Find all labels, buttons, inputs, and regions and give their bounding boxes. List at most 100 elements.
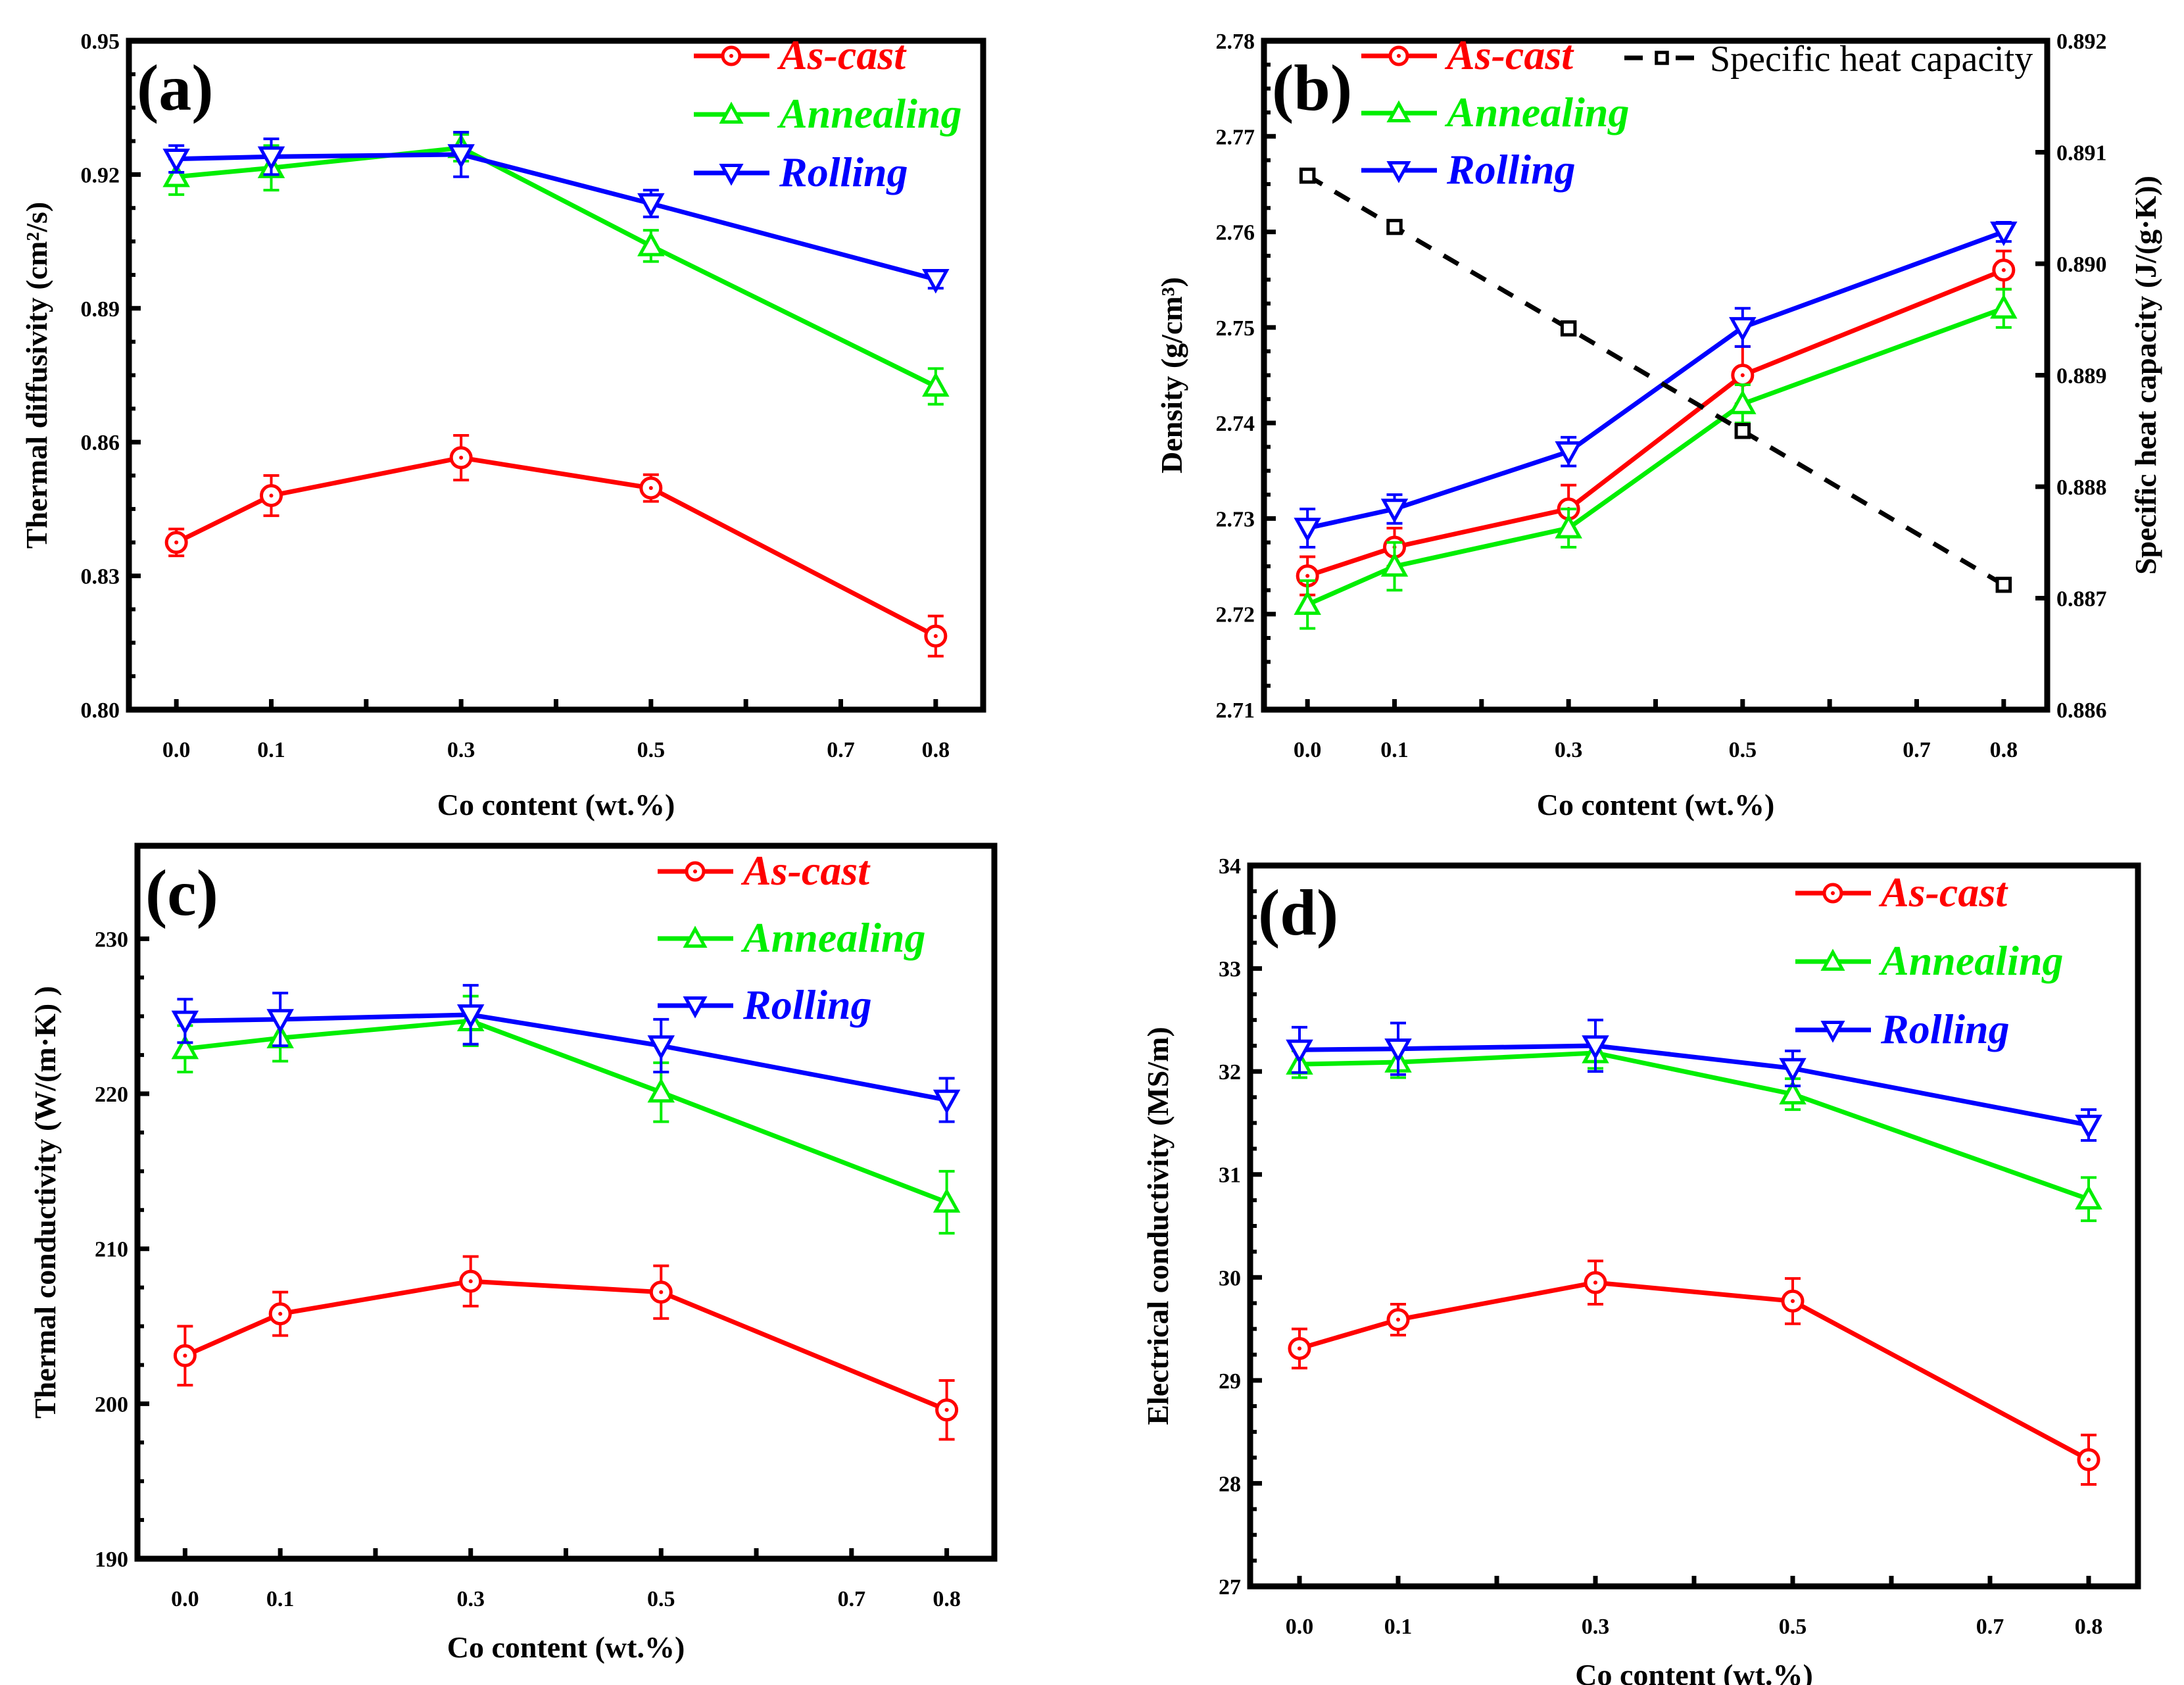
y-tick-label: 2.75 [1216,316,1255,341]
y-tick-label: 2.72 [1216,603,1255,627]
data-point [922,372,950,397]
data-point-dot [278,1311,283,1316]
data-point [1555,441,1582,466]
data-point-dot [944,1407,949,1412]
x-tick-label: 0.8 [922,738,950,762]
data-point-dot [468,1279,473,1284]
data-point [1294,518,1321,543]
y-tick-label: 30 [1219,1266,1241,1290]
legend-entry: As-cast [1795,869,2008,916]
data-point [1995,576,2012,593]
series-line [183,1279,948,1413]
x-axis-title: Co content (wt.%) [1575,1658,1813,1685]
y-tick-label: 220 [95,1083,128,1107]
data-point [1734,423,1751,439]
legend-label: As-cast [777,32,907,78]
series-line [1299,1280,2090,1462]
data-point-dot [1298,1346,1301,1351]
y-axis-title: Thermal diffusivity (cm²/s) [20,202,53,549]
data-point [1386,218,1403,235]
y2-tick-label: 0.887 [2056,587,2107,612]
data-point [1286,1039,1313,1064]
legend-label: As-cast [740,847,871,894]
chart-panel-b: 0.0 0.1 0.3 0.5 0.7 0.8 2.71 2.72 2.73 2.74 2.75 2.… [1155,30,2162,821]
legend-marker-dot [729,54,733,58]
y-axis-title: Thermal conductivity (W/(m·K) ) [28,986,62,1419]
y-tick-label: 34 [1219,854,1241,879]
legend-label: Rolling [1446,146,1576,193]
y2-tick-label: 0.886 [2056,698,2107,723]
legend-marker [1820,1021,1845,1043]
data-point [1299,167,1316,184]
legend-marker [1386,100,1411,122]
data-point-dot [459,455,464,460]
x-tick-label: 0.7 [838,1587,866,1611]
legend-entry: Annealing [1795,937,2063,984]
data-point [1582,1035,1609,1060]
y-tick-label: 0.86 [81,431,120,455]
data-point [647,1035,675,1060]
x-axis-title: Co content (wt.%) [447,1630,685,1664]
data-point [2075,1114,2102,1140]
x-tick-label: 0.5 [647,1587,675,1611]
x-tick-label: 0.7 [1976,1615,2004,1639]
series-line [1306,306,2005,607]
series-as-cast [1288,1259,2100,1486]
data-point-dot [1305,574,1310,578]
y-tick-label: 27 [1219,1575,1241,1600]
y-tick-label: 200 [95,1392,128,1417]
y-tick-label: 2.77 [1216,125,1255,149]
legend-entry: As-cast [1361,32,1574,78]
data-point [171,1010,199,1035]
panel-label: (a) [137,51,214,124]
y-tick-label: 0.80 [81,698,120,723]
x-tick-label: 0.3 [1555,738,1583,762]
panel-label: (c) [145,856,218,929]
legend-marker-dot [693,869,697,873]
y2-axis-title: Specific heat capacity (J/(g·K)) [2129,176,2162,575]
legend-entry: As-cast [658,847,871,894]
legend-entry: Annealing [1361,89,1629,135]
x-tick-label: 0.1 [1384,1615,1413,1639]
legend-label: Rolling [1880,1006,2010,1052]
series-as-cast [164,434,948,658]
plot-frame [1261,37,2051,713]
x-tick-label: 0.3 [447,738,475,762]
y-tick-label: 2.76 [1216,221,1255,245]
y-tick-label: 31 [1219,1163,1241,1188]
legend-entry: Rolling [1361,146,1576,193]
series-line [1306,174,2005,587]
data-point [1384,1038,1412,1063]
series-as-cast [1296,249,2016,597]
data-point [257,146,285,171]
chart-panel-a: 0.0 0.1 0.3 0.5 0.7 0.8 0.80 0.83 0.86 0.89 0.92 0.… [20,30,986,821]
data-point-dot [1740,373,1745,378]
y-tick-label: 190 [95,1548,128,1572]
x-tick-label: 0.5 [1779,1615,1807,1639]
series-line [1307,230,2005,531]
series-line [1307,268,2005,578]
x-tick-label: 0.0 [162,738,191,762]
data-point [171,1035,199,1060]
legend-entry: Annealing [658,914,925,961]
x-tick-label: 0.7 [827,738,855,762]
x-tick-label: 0.0 [171,1587,199,1611]
legend-marker-dot [1397,54,1401,58]
data-point [447,144,475,169]
legend-entry: Rolling [1795,1006,2010,1052]
data-point [162,148,190,174]
x-tick-label: 0.1 [266,1587,295,1611]
plot-frame [1247,862,2141,1590]
legend-marker [683,996,708,1019]
data-point [266,1009,294,1034]
data-point [1990,294,2018,319]
y2-tick-label: 0.890 [2056,253,2107,277]
series-annealing [1286,1036,2102,1223]
data-point [1990,221,2018,247]
legend-label: Annealing [1444,89,1629,135]
x-tick-label: 0.1 [257,738,285,762]
data-point [1380,499,1409,524]
y-tick-label: 0.89 [81,297,120,322]
legend-entry: Rolling [658,981,872,1028]
y-tick-label: 0.95 [81,30,120,54]
